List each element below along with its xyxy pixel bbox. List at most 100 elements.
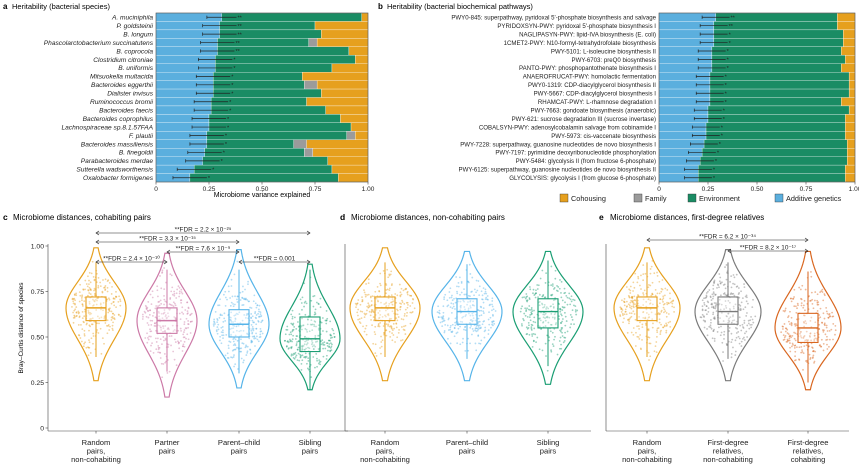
panel-c-data-point xyxy=(259,330,262,333)
panel-c-data-point xyxy=(212,325,215,327)
panel-e-data-point xyxy=(746,324,749,327)
panel-a-bar-environment xyxy=(221,12,362,22)
panel-d-data-point xyxy=(559,330,562,333)
panel-c-data-point xyxy=(87,354,90,357)
panel-c-data-point xyxy=(248,300,251,303)
panel-c-data-point xyxy=(88,301,91,303)
panel-d-data-point xyxy=(474,342,477,345)
panel-c-data-point xyxy=(301,354,304,357)
panel-d-data-point xyxy=(464,325,467,328)
panel-c-violin xyxy=(136,252,198,398)
panel-d-data-point xyxy=(565,294,568,297)
panel-c-data-point xyxy=(229,304,232,307)
panel-d-data-point xyxy=(472,317,475,320)
panel-c-data-point xyxy=(183,336,186,339)
panel-c-data-point xyxy=(306,342,309,344)
panel-d-data-point xyxy=(442,320,445,322)
panel-c-category-label: pairs, xyxy=(87,447,106,456)
panel-d-data-point xyxy=(524,314,527,317)
panel-d-data-point xyxy=(464,329,467,332)
panel-c-data-point xyxy=(160,287,163,290)
panel-d-data-point xyxy=(569,298,572,301)
panel-e-data-point xyxy=(701,313,704,316)
panel-e-data-point xyxy=(730,341,733,343)
panel-e-data-point xyxy=(803,314,806,317)
panel-c-data-point xyxy=(167,346,170,348)
panel-b-bar-cohousing xyxy=(837,12,856,22)
panel-c-category-label: Sibling xyxy=(299,438,322,447)
panel-e-data-point xyxy=(726,271,728,274)
panel-c-data-point xyxy=(261,320,263,322)
panel-c-data-point xyxy=(286,325,289,328)
panel-d-data-point xyxy=(477,326,480,328)
panel-c-data-point xyxy=(174,317,177,320)
panel-e-data-point xyxy=(723,330,726,333)
panel-c-data-point xyxy=(257,312,259,315)
panel-e-data-point xyxy=(712,307,715,310)
panel-e-data-point xyxy=(702,319,705,322)
panel-d-data-point xyxy=(529,314,532,316)
panel-c-data-point xyxy=(254,316,257,319)
panel-d-data-point xyxy=(406,301,409,304)
panel-d-data-point xyxy=(438,311,440,314)
panel-c-data-point xyxy=(220,326,223,329)
panel-e-data-point xyxy=(734,350,737,353)
panel-c-data-point xyxy=(156,285,159,288)
panel-d-data-point xyxy=(550,284,553,287)
panel-e-data-point xyxy=(645,300,648,303)
panel-b-bar-cohousing xyxy=(847,139,856,149)
panel-d-chart: Randompairs,non-cohabitingParent–childpa… xyxy=(344,244,591,464)
panel-d-data-point xyxy=(478,285,481,288)
panel-d-data-point xyxy=(399,291,402,294)
panel-c-data-point xyxy=(178,290,181,293)
panel-d-data-point xyxy=(558,340,561,342)
panel-d-data-point xyxy=(558,318,560,320)
panel-c-data-point xyxy=(92,275,95,278)
panel-e-data-point xyxy=(743,286,746,288)
panel-c-data-point xyxy=(229,328,232,330)
panel-d-data-point xyxy=(388,321,391,323)
panel-c-data-point xyxy=(287,341,290,344)
panel-c-data-point xyxy=(83,333,86,335)
panel-d-data-point xyxy=(570,316,573,318)
panel-e-data-point xyxy=(711,303,713,306)
panel-e-data-point xyxy=(647,316,650,319)
panel-e-data-point xyxy=(731,338,734,341)
panel-d-data-point xyxy=(459,300,462,303)
panel-c-violin xyxy=(208,249,270,389)
panel-e-data-point xyxy=(713,302,716,304)
panel-e-data-point xyxy=(628,320,631,322)
panel-d-data-point xyxy=(527,326,530,329)
panel-e-data-point xyxy=(805,322,808,325)
panel-c-data-point xyxy=(303,305,305,308)
panel-c-data-point xyxy=(96,322,98,325)
panel-d-data-point xyxy=(482,307,485,309)
panel-d-data-point xyxy=(558,347,561,350)
panel-d-data-point xyxy=(531,324,534,327)
panel-c-data-point xyxy=(298,359,301,362)
panel-c-data-point xyxy=(249,352,252,355)
panel-c-data-point xyxy=(230,285,233,287)
panel-d-data-point xyxy=(395,326,398,329)
panel-c-data-point xyxy=(172,330,175,333)
panel-e-data-point xyxy=(651,293,654,296)
panel-e-data-point xyxy=(828,345,830,348)
panel-c-data-point xyxy=(311,329,314,332)
panel-d-data-point xyxy=(357,308,360,311)
panel-c-data-point xyxy=(222,334,225,337)
panel-e-data-point xyxy=(814,321,817,324)
panel-d-data-point xyxy=(469,342,471,345)
panel-d-data-point xyxy=(526,295,529,298)
panel-e-data-point xyxy=(713,280,716,283)
panel-c-data-point xyxy=(234,320,236,323)
panel-c-data-point xyxy=(73,316,76,319)
panel-e-data-point xyxy=(732,305,735,308)
panel-e-data-point xyxy=(821,321,823,324)
panel-e-data-point xyxy=(634,303,636,306)
panel-d-data-point xyxy=(541,269,544,272)
panel-c-data-point xyxy=(325,354,328,357)
panel-d-data-point xyxy=(362,325,364,328)
panel-e-data-point xyxy=(721,341,724,344)
panel-c-data-point xyxy=(89,325,91,328)
panel-d-data-point xyxy=(411,302,414,304)
